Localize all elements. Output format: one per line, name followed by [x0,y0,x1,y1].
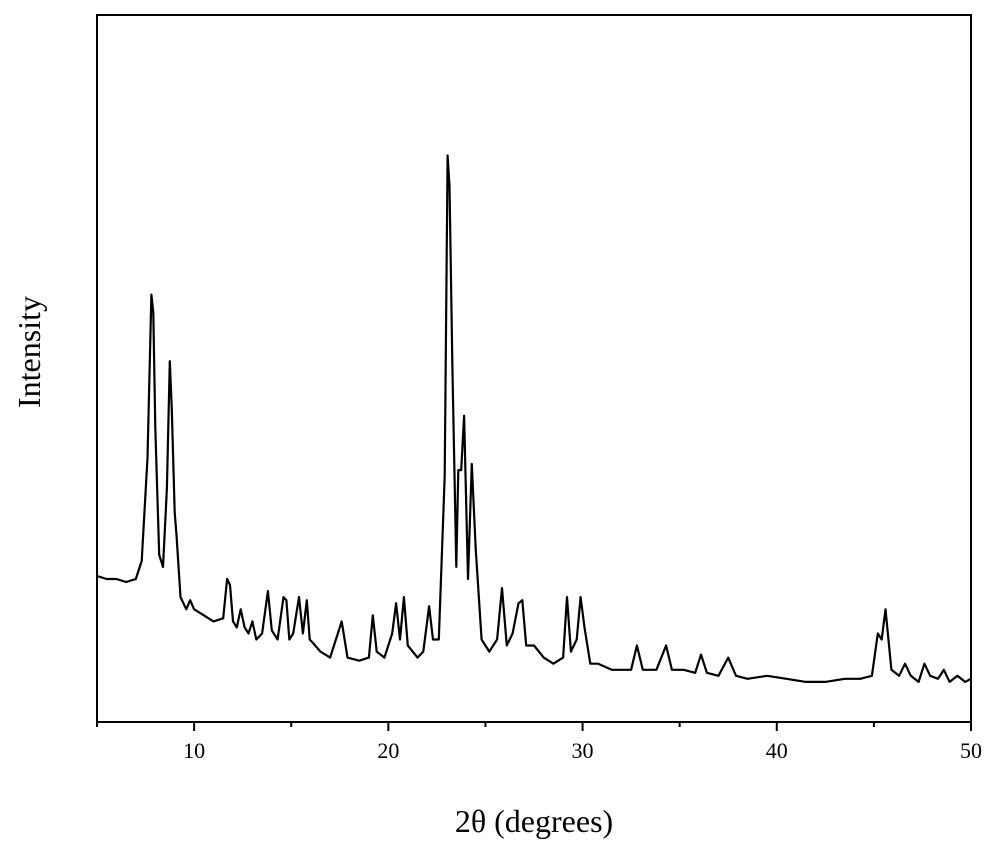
x-tick-label: 10 [183,738,205,763]
series-line [96,154,972,683]
x-tick-label: 40 [766,738,788,763]
x-axis-title: 2θ (degrees) [455,803,613,839]
plot-frame [96,14,972,723]
y-axis-title: Intensity [11,296,47,408]
x-tick-label: 50 [960,738,982,763]
x-axis-ticks: 10 20 30 40 50 [96,722,982,763]
x-tick-label: 30 [572,738,594,763]
x-tick-label: 20 [377,738,399,763]
